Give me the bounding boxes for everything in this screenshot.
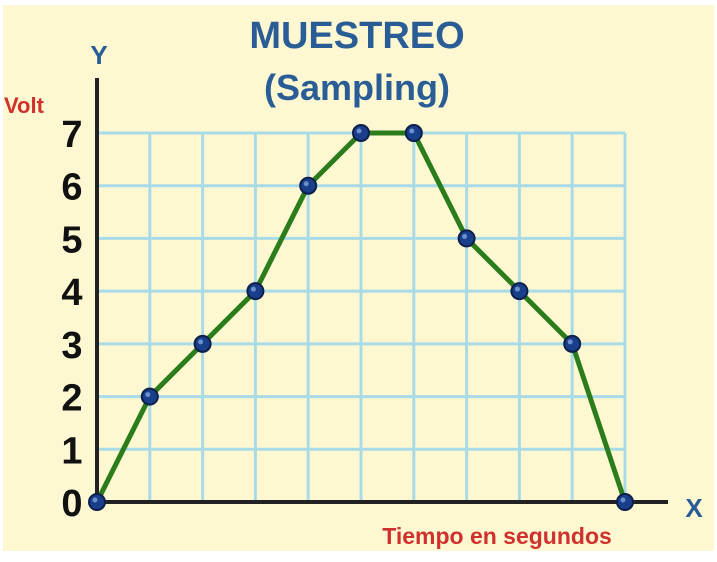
y-tick-label: 7 (61, 114, 82, 156)
data-point-highlight (92, 497, 98, 503)
data-point (193, 334, 212, 353)
data-point-highlight (356, 128, 362, 134)
data-point (563, 334, 582, 353)
data-point (246, 282, 265, 301)
data-point (352, 124, 370, 142)
chart-subtitle: (Sampling) (264, 67, 450, 108)
data-point (510, 282, 529, 301)
chart-title: MUESTREO (249, 15, 464, 57)
data-point (404, 124, 423, 142)
axes (93, 78, 668, 504)
data-point-highlight (620, 497, 626, 503)
y-tick-label: 0 (61, 483, 82, 525)
y-tick-label: 3 (61, 325, 82, 367)
y-tick-label: 4 (61, 272, 82, 314)
y-axis-label: Volt (4, 93, 45, 118)
y-tick-label: 1 (61, 430, 82, 472)
data-point (299, 176, 318, 195)
data-point-highlight (250, 286, 256, 292)
data-point-highlight (462, 233, 468, 239)
data-point-highlight (567, 339, 573, 345)
y-axis-letter: Y (90, 40, 107, 70)
data-point-highlight (514, 286, 520, 292)
grid (97, 131, 627, 502)
data-point (140, 387, 159, 406)
data-point-highlight (145, 392, 151, 398)
data-point (457, 229, 476, 248)
data-point (88, 493, 106, 511)
labels: MUESTREO (Sampling) Y Volt X Tiempo en s… (4, 15, 703, 549)
y-tick-label: 5 (61, 219, 82, 261)
data-point-highlight (303, 181, 309, 187)
x-axis-letter: X (685, 493, 703, 523)
data-point (616, 493, 634, 511)
data-point-highlight (409, 128, 415, 134)
x-axis-label: Tiempo en segundos (382, 523, 612, 549)
y-tick-label: 2 (61, 378, 82, 420)
series-layer (88, 124, 634, 511)
y-tick-label: 6 (61, 167, 82, 209)
chart-background (3, 5, 714, 551)
data-point-highlight (198, 339, 204, 345)
